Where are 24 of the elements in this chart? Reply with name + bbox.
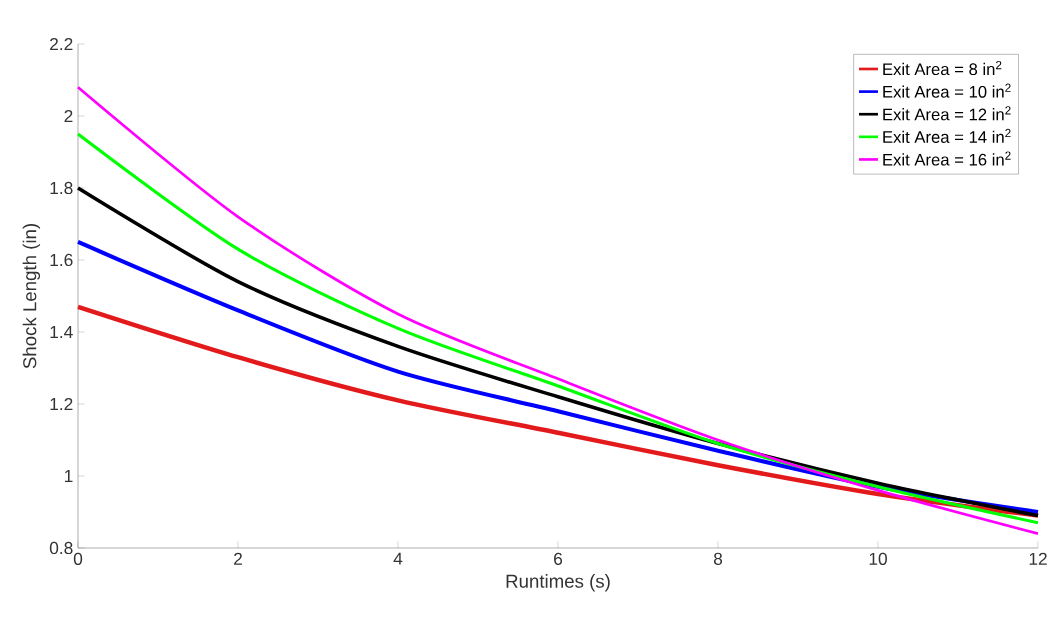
line-series — [76, 186, 1040, 518]
y-tick-label: 2 — [64, 109, 73, 123]
x-tick-label: 4 — [393, 552, 403, 565]
y-tick-label: 1.2 — [50, 397, 73, 411]
y-tick-label: 1.8 — [50, 181, 73, 195]
legend-label: Exit Area = 8 in$^{2}$ — [883, 61, 1002, 76]
legend-label: Exit Area = 10 in$^{2}$ — [883, 83, 1011, 98]
y-tick-label: 0.8 — [49, 541, 73, 555]
y-tick-label: 1.6 — [50, 253, 73, 267]
y-tick-label: 2.2 — [50, 37, 73, 51]
x-tick-label: 2 — [234, 552, 242, 565]
y-axis-title: Shock Length (in) — [22, 224, 41, 369]
x-axis-title: Runtimes (s) — [506, 574, 610, 592]
x-tick-label: 6 — [554, 552, 563, 565]
y-tick-label: 1.4 — [50, 326, 73, 338]
legend-label: Exit Area = 14 in$^{2}$ — [883, 128, 1011, 143]
x-tick-label: 10 — [869, 552, 887, 565]
y-tick-label: 1 — [64, 470, 73, 482]
x-tick-label: 0 — [73, 552, 83, 565]
legend-label: Exit Area = 16 in$^{2}$ — [883, 151, 1011, 166]
line-series — [75, 304, 1041, 518]
x-tick-label: 12 — [1029, 552, 1047, 565]
x-tick-label: 8 — [713, 552, 723, 565]
legend-label: Exit Area = 12 in$^{2}$ — [883, 106, 1011, 121]
